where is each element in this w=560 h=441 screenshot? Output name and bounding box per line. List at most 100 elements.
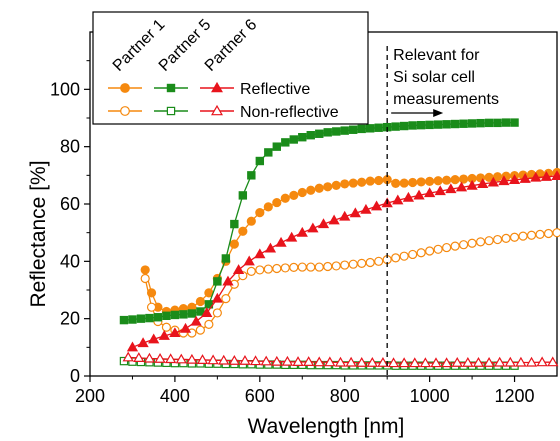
data-point (126, 341, 139, 352)
data-point (119, 315, 129, 325)
data-point (179, 310, 188, 319)
data-point (433, 176, 443, 186)
data-point (314, 262, 324, 272)
data-point (442, 120, 451, 129)
series-line (144, 232, 558, 334)
data-point (365, 257, 375, 268)
data-point (175, 353, 187, 364)
data-point (247, 171, 256, 180)
data-point (137, 337, 149, 348)
data-point (196, 307, 205, 316)
data-point (158, 330, 170, 340)
data-point (146, 288, 157, 298)
data-point (289, 190, 299, 200)
data-point (366, 357, 378, 367)
data-point (281, 138, 290, 147)
data-point (413, 189, 425, 200)
data-point (475, 237, 486, 247)
data-point (530, 171, 542, 182)
data-point (307, 222, 319, 233)
data-point (280, 263, 290, 273)
data-point (552, 228, 560, 238)
data-point (519, 172, 531, 183)
data-point (201, 307, 213, 317)
data-point (377, 357, 389, 367)
data-point (551, 170, 560, 180)
legend-swatch-marker (166, 106, 176, 116)
data-point (238, 226, 248, 236)
data-point (328, 214, 340, 225)
data-point (146, 302, 157, 312)
data-point (442, 175, 452, 185)
data-point (187, 309, 197, 318)
data-point (190, 315, 202, 326)
data-point (340, 260, 350, 270)
x-axis-label: Wavelength [nm] (248, 415, 405, 438)
y-tick-label: 40 (60, 251, 80, 271)
annotation-text: Si solar cell (393, 69, 475, 86)
data-point (391, 122, 400, 131)
x-tick-label: 800 (330, 386, 360, 406)
data-point (218, 354, 230, 365)
data-point (424, 187, 436, 198)
data-point (356, 357, 368, 367)
data-point (306, 185, 316, 195)
data-point (323, 261, 333, 272)
data-point (365, 176, 375, 186)
data-point (306, 262, 316, 272)
data-point (374, 123, 383, 132)
data-point (239, 354, 251, 365)
data-point (272, 142, 282, 151)
data-point (280, 193, 290, 203)
data-point (272, 263, 282, 274)
data-point (292, 356, 304, 367)
data-point (275, 236, 287, 247)
data-point (483, 357, 495, 367)
data-point (425, 120, 434, 130)
data-point (143, 352, 156, 363)
data-point (366, 124, 375, 133)
data-point (153, 313, 163, 322)
data-point (525, 356, 538, 367)
data-point (494, 356, 506, 367)
data-point (462, 357, 474, 367)
data-point (314, 183, 324, 193)
data-point (297, 187, 307, 198)
data-point (345, 356, 357, 367)
data-point (323, 182, 333, 192)
data-point (243, 255, 255, 266)
legend-box (92, 11, 369, 125)
data-point (213, 277, 222, 286)
data-point (297, 262, 307, 272)
series-partner-1-non-reflective (140, 228, 560, 338)
data-point (162, 311, 171, 321)
data-point (433, 244, 443, 254)
data-point (484, 118, 494, 128)
data-point (357, 258, 367, 268)
data-point (408, 249, 418, 260)
data-point (391, 178, 401, 188)
data-point (472, 357, 485, 367)
data-point (255, 265, 265, 275)
data-point (450, 175, 460, 185)
x-tick-label: 200 (75, 386, 105, 406)
data-point (467, 119, 477, 128)
data-point (286, 231, 298, 242)
data-point (408, 177, 418, 188)
data-point (466, 179, 478, 190)
data-point (332, 127, 341, 136)
data-point (374, 256, 384, 266)
data-point (246, 266, 256, 276)
data-point (536, 356, 548, 367)
data-point (128, 315, 137, 324)
data-point (272, 197, 282, 208)
data-point (211, 292, 223, 303)
data-point (170, 310, 180, 320)
data-point (246, 216, 256, 226)
y-tick-label: 100 (50, 79, 80, 99)
data-point (263, 264, 273, 274)
data-point (370, 200, 383, 211)
data-point (281, 355, 294, 366)
data-point (348, 178, 358, 188)
